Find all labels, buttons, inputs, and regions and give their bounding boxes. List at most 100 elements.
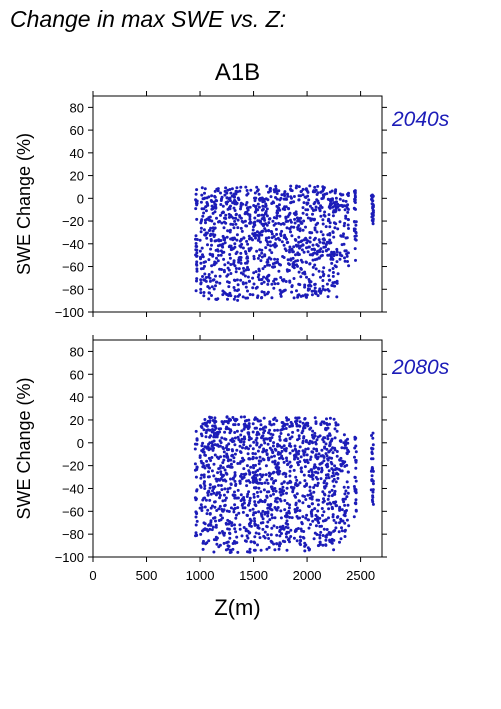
data-point: [303, 426, 307, 430]
data-point: [291, 264, 295, 268]
data-point: [343, 521, 347, 525]
data-point: [276, 506, 280, 509]
data-point: [297, 270, 301, 274]
data-point: [273, 447, 277, 451]
page-title: Change in max SWE vs. Z:: [10, 6, 287, 32]
data-point: [315, 498, 319, 502]
data-point: [286, 433, 290, 437]
data-point: [277, 547, 281, 551]
data-point: [201, 441, 205, 445]
data-point: [244, 529, 248, 533]
data-point: [246, 206, 250, 210]
data-point: [301, 429, 305, 433]
data-point: [272, 454, 276, 458]
data-point: [279, 276, 283, 279]
data-point: [220, 195, 224, 199]
data-point: [259, 548, 263, 552]
data-point: [234, 484, 238, 487]
data-point: [231, 476, 235, 480]
data-point: [298, 246, 301, 250]
data-point: [216, 244, 220, 248]
data-point: [249, 519, 253, 523]
data-point: [228, 244, 232, 248]
data-point: [194, 242, 198, 245]
data-point: [321, 222, 325, 226]
data-point: [221, 251, 225, 254]
data-point: [269, 244, 273, 248]
data-point: [333, 446, 337, 450]
data-point: [199, 532, 203, 536]
data-point: [239, 474, 242, 478]
data-point: [334, 521, 338, 525]
data-point: [299, 294, 303, 298]
data-point: [194, 515, 198, 519]
data-point: [330, 202, 334, 206]
data-point: [206, 508, 210, 512]
data-point: [204, 453, 207, 457]
data-point: [329, 460, 333, 464]
data-point: [253, 519, 257, 523]
data-point: [288, 515, 292, 519]
data-point: [328, 253, 332, 257]
data-point: [278, 490, 282, 494]
data-point: [338, 458, 342, 462]
data-point: [279, 291, 283, 295]
data-point: [290, 200, 293, 204]
data-point: [268, 428, 272, 432]
data-point: [311, 273, 315, 277]
data-point: [265, 437, 269, 441]
data-point: [325, 454, 329, 458]
data-point: [195, 217, 199, 221]
data-point: [332, 500, 335, 504]
data-point: [321, 279, 325, 282]
data-point: [353, 446, 357, 450]
data-point: [248, 547, 252, 551]
data-point: [318, 462, 322, 466]
data-point: [299, 470, 303, 473]
data-point: [272, 223, 276, 227]
data-point: [311, 477, 315, 481]
data-point: [312, 436, 316, 440]
data-point: [310, 231, 314, 235]
data-point: [236, 462, 240, 465]
data-point: [259, 443, 263, 447]
data-point: [278, 438, 282, 441]
data-point: [323, 479, 327, 483]
data-point: [200, 461, 204, 465]
data-point: [331, 479, 335, 483]
data-point: [256, 524, 260, 528]
data-point: [248, 472, 252, 476]
y-tick-label: 0: [77, 191, 84, 206]
data-point: [200, 207, 204, 211]
data-point: [307, 198, 311, 202]
data-point: [321, 438, 325, 441]
data-point: [310, 289, 314, 293]
data-point: [286, 258, 290, 262]
data-point: [337, 468, 341, 471]
data-point: [241, 246, 245, 250]
data-point: [323, 436, 327, 440]
data-point: [195, 442, 199, 446]
data-point: [298, 481, 302, 485]
data-point: [229, 263, 233, 266]
data-point: [354, 498, 358, 502]
data-point: [199, 425, 203, 428]
data-point: [218, 281, 222, 285]
data-point: [297, 282, 301, 286]
data-point: [264, 229, 268, 233]
data-point: [298, 535, 302, 539]
data-point: [265, 184, 269, 188]
data-point: [233, 245, 237, 249]
data-point: [237, 511, 241, 515]
data-point: [211, 430, 215, 433]
data-point: [280, 449, 284, 453]
data-point: [239, 226, 243, 230]
data-point: [329, 197, 333, 201]
data-point: [207, 465, 211, 469]
data-point: [203, 418, 207, 421]
data-point: [242, 236, 246, 240]
data-point: [218, 274, 222, 278]
data-point: [264, 464, 268, 468]
data-point: [293, 510, 297, 514]
data-point: [231, 223, 235, 226]
